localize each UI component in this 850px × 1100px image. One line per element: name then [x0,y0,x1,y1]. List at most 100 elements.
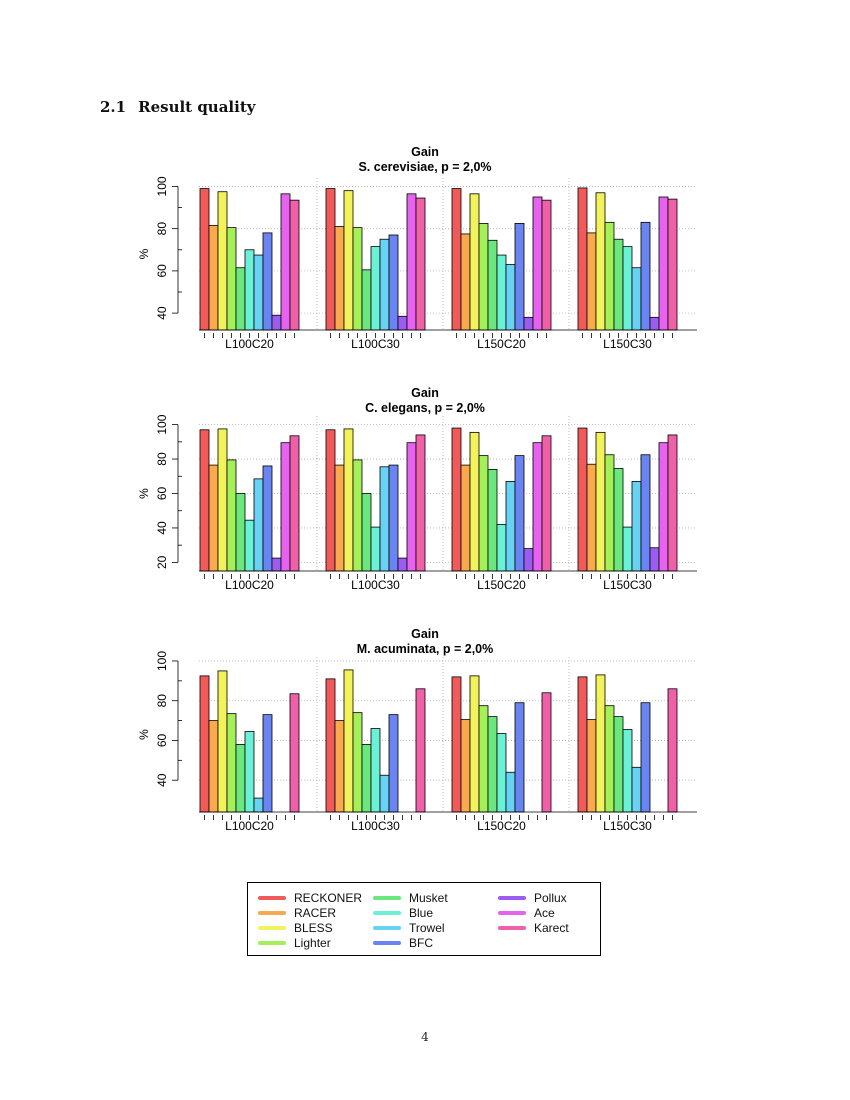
bar-trowel-l100c20 [253,478,264,572]
x-category-label: L100C30 [351,578,400,592]
bar-blue-l150c30 [622,246,633,331]
x-category-label: L100C20 [225,578,274,592]
legend-label: Blue [409,905,434,920]
bar-pollux-l150c20 [523,316,534,331]
bar-musket-l100c30 [361,269,372,331]
bar-trowel-l150c30 [631,481,642,572]
bar-karect-l150c20 [541,435,552,572]
bar-bfc-l100c30 [388,714,399,813]
bar-ace-l150c20 [532,196,543,331]
bar-lighter-l150c30 [604,221,615,331]
legend-swatch [498,910,526,915]
x-category-label: L150C30 [603,819,652,833]
y-axis-label: % [137,248,151,259]
legend-item-racer: RACER [258,905,336,920]
bar-lighter-l100c20 [226,713,237,813]
bar-karect-l150c30 [667,434,678,572]
chart-title: Gain [411,145,439,159]
bar-musket-l150c20 [487,716,498,813]
bar-musket-l100c30 [361,744,372,813]
legend-swatch [373,940,401,945]
legend-label: Trowel [409,920,445,935]
legend-item-karect: Karect [498,920,569,935]
legend-swatch [258,925,286,930]
bar-pollux-l150c30 [649,316,660,331]
x-category-label: L100C20 [225,337,274,351]
y-tick-label: 40 [155,521,169,535]
legend-item-reckoner: RECKONER [258,890,362,905]
bar-lighter-l150c20 [478,455,489,572]
bar-trowel-l100c20 [253,254,264,331]
bar-racer-l100c30 [334,464,345,572]
bar-pollux-l100c20 [271,557,282,572]
bar-trowel-l150c20 [505,264,516,331]
bar-blue-l150c30 [622,526,633,572]
bar-racer-l150c20 [460,233,471,331]
bar-trowel-l150c30 [631,766,642,813]
bar-blue-l100c30 [370,526,381,572]
bar-ace-l150c20 [532,442,543,572]
bar-racer-l100c20 [208,720,219,813]
legend-label: BFC [409,935,433,950]
bar-karect-l150c30 [667,688,678,813]
x-category-label: L150C30 [603,337,652,351]
bar-reckoner-l100c30 [325,678,336,813]
y-tick-label: 100 [155,414,169,434]
legend-swatch [373,910,401,915]
chart-subtitle: M. acuminata, p = 2,0% [357,642,494,656]
bar-trowel-l100c20 [253,797,264,813]
legend-swatch [373,895,401,900]
bar-bless-l100c30 [343,428,354,572]
y-tick-label: 20 [155,555,169,569]
section-number: 2.1 [100,98,127,116]
y-tick-label: 40 [155,306,169,320]
bar-ace-l150c30 [658,442,669,572]
legend-label: BLESS [294,920,333,935]
bar-lighter-l100c30 [352,459,363,572]
bar-bfc-l150c20 [514,455,525,572]
bar-bfc-l100c30 [388,464,399,572]
bar-bless-l150c30 [595,431,606,572]
bar-karect-l100c20 [289,199,300,331]
legend-item-lighter: Lighter [258,935,331,950]
bar-musket-l150c30 [613,716,624,813]
chart-title: Gain [411,627,439,641]
y-tick-label: 80 [155,222,169,236]
bar-ace-l150c30 [658,196,669,331]
legend-swatch [373,925,401,930]
bar-reckoner-l100c30 [325,188,336,331]
bar-pollux-l150c20 [523,548,534,572]
bar-reckoner-l150c20 [451,427,462,572]
bar-pollux-l100c20 [271,314,282,331]
bar-ace-l100c20 [280,442,291,572]
bar-pollux-l100c30 [397,557,408,572]
bar-bless-l100c20 [217,670,228,813]
bar-musket-l100c30 [361,493,372,572]
bar-racer-l100c20 [208,464,219,572]
bar-trowel-l150c30 [631,267,642,331]
bar-trowel-l100c30 [379,774,390,813]
bar-racer-l100c20 [208,225,219,331]
bar-lighter-l100c20 [226,459,237,572]
bar-trowel-l100c30 [379,466,390,572]
legend-label: Musket [409,890,448,905]
bar-karect-l100c30 [415,688,426,813]
bar-lighter-l100c30 [352,712,363,813]
bar-bfc-l150c30 [640,454,651,572]
bar-reckoner-l150c20 [451,676,462,813]
bar-ace-l100c30 [406,442,417,572]
bar-pollux-l150c30 [649,547,660,572]
bar-blue-l150c20 [496,254,507,331]
legend-swatch [258,910,286,915]
legend-label: Lighter [294,935,331,950]
section-heading: 2.1 Result quality [100,98,255,116]
y-tick-label: 80 [155,452,169,466]
bar-lighter-l150c30 [604,705,615,813]
chart-subtitle: C. elegans, p = 2,0% [365,401,485,415]
bar-bfc-l150c20 [514,222,525,331]
legend-swatch [258,940,286,945]
y-tick-label: 80 [155,694,169,708]
bar-reckoner-l100c30 [325,429,336,572]
